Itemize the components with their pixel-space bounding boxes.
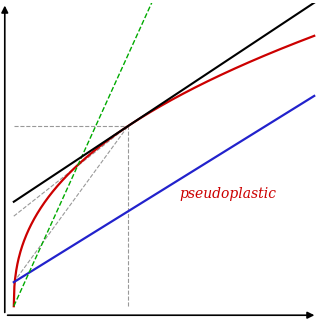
Text: pseudoplastic: pseudoplastic xyxy=(179,187,276,201)
